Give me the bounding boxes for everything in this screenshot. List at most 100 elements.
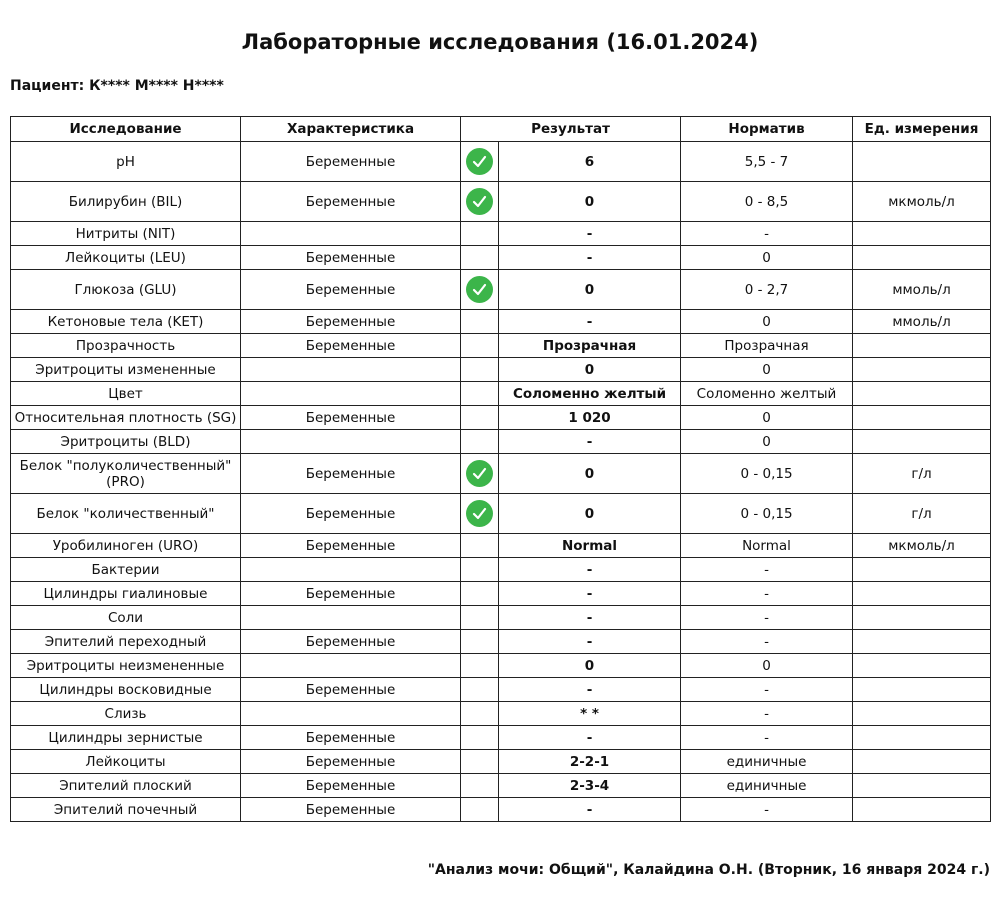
norm-value: - xyxy=(680,557,854,582)
characteristic: Беременные xyxy=(240,749,461,774)
table-row: Кетоновые тела (KET) Беременные -0 ммоль/л xyxy=(10,309,992,334)
status-cell xyxy=(460,181,499,222)
unit-value: г/л xyxy=(852,493,992,534)
status-cell xyxy=(460,453,499,494)
test-name: Бактерии xyxy=(10,557,241,582)
test-name: Слизь xyxy=(10,701,241,726)
result-value: Normal xyxy=(497,533,682,558)
test-name: Цилиндры гиалиновые xyxy=(10,581,241,606)
test-name: Прозрачность xyxy=(10,333,241,358)
status-cell xyxy=(460,405,499,430)
table-row: Нитриты (NIT) - - xyxy=(10,221,992,246)
table-row: Белок "полуколичественный" (PRO) Беременн… xyxy=(10,453,992,494)
result-value: - xyxy=(497,245,682,270)
header-result: Результат xyxy=(459,116,682,142)
status-cell xyxy=(460,429,499,454)
test-name: Билирубин (BIL) xyxy=(10,181,241,222)
status-cell xyxy=(460,749,499,774)
result-value: 0 xyxy=(497,357,682,382)
unit-value xyxy=(852,221,992,246)
unit-value xyxy=(852,333,992,358)
result-value: - xyxy=(497,605,682,630)
characteristic xyxy=(240,381,461,406)
unit-value xyxy=(852,653,992,678)
result-value: - xyxy=(497,797,682,822)
unit-value xyxy=(852,701,992,726)
norm-value: Normal xyxy=(680,533,854,558)
table-header: Исследование Характеристика Результат Но… xyxy=(10,116,992,142)
result-value: 0 xyxy=(497,493,682,534)
result-value: - xyxy=(497,221,682,246)
test-name: Цилиндры зернистые xyxy=(10,725,241,750)
characteristic: Беременные xyxy=(240,493,461,534)
result-value: 0 xyxy=(497,181,682,222)
characteristic: Беременные xyxy=(240,725,461,750)
test-name: Нитриты (NIT) xyxy=(10,221,241,246)
norm-value: - xyxy=(680,725,854,750)
result-value: 6 xyxy=(497,141,682,182)
result-value: 1 020 xyxy=(497,405,682,430)
norm-value: 0 xyxy=(680,309,854,334)
table-row: Эритроциты (BLD) -0 xyxy=(10,429,992,454)
test-name: Цилиндры восковидные xyxy=(10,677,241,702)
table-row: Бактерии - - xyxy=(10,557,992,582)
result-value: Прозрачная xyxy=(497,333,682,358)
table-row: Цвет Соломенно желтый Соломенно желтый xyxy=(10,381,992,406)
status-cell xyxy=(460,557,499,582)
characteristic: Беременные xyxy=(240,245,461,270)
unit-value xyxy=(852,429,992,454)
table-row: Уробилиноген (URO) Беременные Normal Normal… xyxy=(10,533,992,558)
unit-value xyxy=(852,629,992,654)
table-row: Лейкоциты Беременные 2-2-1 единичные xyxy=(10,749,992,774)
norm-value: единичные xyxy=(680,749,854,774)
table-row: Цилиндры зернистые Беременные - - xyxy=(10,725,992,750)
unit-value xyxy=(852,797,992,822)
norm-value: 0 - 2,7 xyxy=(680,269,854,310)
unit-value xyxy=(852,605,992,630)
characteristic: Беременные xyxy=(240,773,461,798)
norm-value: 0 xyxy=(680,429,854,454)
check-icon xyxy=(466,148,493,175)
norm-value: единичные xyxy=(680,773,854,798)
characteristic xyxy=(240,221,461,246)
unit-value xyxy=(852,773,992,798)
status-cell xyxy=(460,629,499,654)
norm-value: - xyxy=(680,701,854,726)
table-row: Белок "количественный" Беременные 0 0 - 0,1… xyxy=(10,493,992,534)
status-cell xyxy=(460,797,499,822)
status-cell xyxy=(460,493,499,534)
status-cell xyxy=(460,141,499,182)
lab-results-table: Исследование Характеристика Результат Но… xyxy=(10,116,992,822)
characteristic: Беременные xyxy=(240,269,461,310)
status-cell xyxy=(460,245,499,270)
norm-value: 0 - 0,15 xyxy=(680,493,854,534)
unit-value: ммоль/л xyxy=(852,269,992,310)
table-row: Глюкоза (GLU) Беременные 0 0 - 2,7 ммоль/л xyxy=(10,269,992,310)
status-cell xyxy=(460,605,499,630)
result-value: - xyxy=(497,581,682,606)
header-norm: Норматив xyxy=(680,116,854,142)
norm-value: 0 xyxy=(680,357,854,382)
status-cell xyxy=(460,221,499,246)
norm-value: - xyxy=(680,605,854,630)
unit-value xyxy=(852,381,992,406)
test-name: Эпителий плоский xyxy=(10,773,241,798)
norm-value: Прозрачная xyxy=(680,333,854,358)
result-value: - xyxy=(497,629,682,654)
unit-value: мкмоль/л xyxy=(852,533,992,558)
norm-value: 5,5 - 7 xyxy=(680,141,854,182)
check-icon xyxy=(466,188,493,215)
characteristic: Беременные xyxy=(240,797,461,822)
table-row: Эпителий переходный Беременные - - xyxy=(10,629,992,654)
test-name: Кетоновые тела (KET) xyxy=(10,309,241,334)
table-row: Эпителий плоский Беременные 2-3-4 единичные xyxy=(10,773,992,798)
characteristic xyxy=(240,557,461,582)
result-value: - xyxy=(497,677,682,702)
test-name: Эпителий почечный xyxy=(10,797,241,822)
table-row: Цилиндры восковидные Беременные - - xyxy=(10,677,992,702)
table-row: Соли - - xyxy=(10,605,992,630)
norm-value: - xyxy=(680,797,854,822)
status-cell xyxy=(460,701,499,726)
status-cell xyxy=(460,653,499,678)
characteristic: Беременные xyxy=(240,629,461,654)
